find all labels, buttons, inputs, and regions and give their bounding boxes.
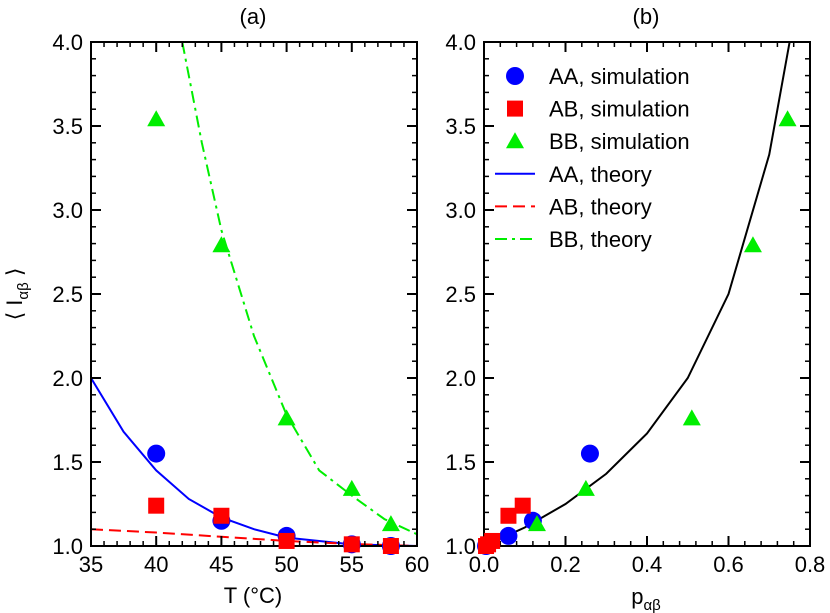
legend-symbol-bb-simulation (506, 132, 524, 149)
ylabel-subscript: αβ (15, 282, 32, 300)
data-point-bb-simulation (147, 110, 166, 127)
x-tick-label: 0.6 (713, 552, 744, 577)
y-tick-label: 4.0 (445, 30, 476, 55)
y-tick-label: 1.0 (52, 534, 83, 559)
panel-a-markers (147, 110, 400, 555)
data-point-ab-simulation (148, 497, 165, 514)
panel-a-ylabel: ⟨ Iαβ ⟩ (2, 268, 32, 321)
panel-b-axes: 0.0 0.2 0.4 0.6 0.8 1.0 1.5 2.0 2.5 3.0 3.5 4.0 (445, 30, 825, 577)
data-point-aa-simulation (147, 444, 166, 463)
series-line-ab-theory (91, 528, 417, 546)
y-tick-label: 3.0 (445, 198, 476, 223)
panel-b-xlabel: pαβ (631, 584, 661, 613)
data-point-bb-simulation (277, 409, 296, 426)
data-point-ab-simulation (278, 532, 295, 549)
data-point-ab-simulation (514, 497, 531, 514)
data-point-bb-simulation (778, 110, 797, 127)
x-tick-label: 45 (209, 552, 233, 577)
data-point-aa-simulation (580, 444, 599, 463)
y-tick-label: 1.5 (445, 450, 476, 475)
panel-a-xlabel: T (°C) (224, 583, 283, 608)
legend-label: BB, theory (549, 227, 652, 252)
data-point-bb-simulation (527, 515, 546, 532)
legend-label: AB, simulation (549, 97, 690, 122)
panel-a-title: (a) (240, 4, 267, 29)
y-tick-label: 4.0 (52, 30, 83, 55)
panel-b: (b) 0.0 0.2 0.4 0.6 0.8 1.0 1.5 2.0 2.5 3.0 3.5 4.0… (445, 4, 825, 613)
series-line-bb-theory (181, 42, 417, 536)
legend-label: AB, theory (549, 194, 652, 219)
data-point-ab-simulation (343, 536, 360, 553)
legend-symbol-ab-simulation (507, 100, 523, 117)
data-point-bb-simulation (682, 409, 701, 426)
y-tick-label: 2.0 (445, 366, 476, 391)
ylabel-prefix: ⟨ I (2, 300, 27, 321)
data-point-bb-simulation (212, 236, 231, 253)
x-tick-label: 50 (274, 552, 298, 577)
legend-label: BB, simulation (549, 129, 690, 154)
ylabel-suffix: ⟩ (2, 268, 27, 283)
x-tick-label: 55 (340, 552, 364, 577)
y-tick-label: 2.5 (445, 282, 476, 307)
y-tick-label: 2.0 (52, 366, 83, 391)
series-line-aa-theory (91, 377, 417, 546)
y-tick-label: 1.0 (445, 534, 476, 559)
x-tick-label: 0.4 (632, 552, 663, 577)
x-tick-label: 0.8 (795, 552, 826, 577)
data-point-ab-simulation (500, 507, 517, 524)
panel-a-frame (90, 41, 418, 547)
x-tick-label: 0.2 (550, 552, 581, 577)
data-point-ab-simulation (478, 538, 495, 554)
data-point-ab-simulation (213, 507, 230, 524)
xlabel-prefix: p (631, 584, 643, 609)
data-point-aa-simulation (499, 526, 518, 545)
panel-a-axes: 35 40 45 50 55 60 1.0 1.5 2.0 2.5 3.0 3.5 4.0 (52, 30, 429, 577)
data-point-bb-simulation (743, 236, 762, 253)
legend-symbol-aa-simulation (506, 67, 524, 85)
y-tick-label: 1.5 (52, 450, 83, 475)
y-tick-label: 3.5 (52, 114, 83, 139)
y-tick-label: 3.5 (445, 114, 476, 139)
xlabel-subscript: αβ (643, 597, 661, 613)
data-point-bb-simulation (576, 479, 595, 496)
legend-label: AA, theory (549, 162, 652, 187)
panel-a: (a) 35 40 45 50 55 60 1.0 1.5 2.0 2.5 3.0 3.5 4.0 T … (2, 4, 429, 608)
panel-b-markers (477, 110, 797, 555)
legend-label: AA, simulation (549, 64, 690, 89)
legend: AA, simulation AB, simulation BB, simulati… (495, 64, 690, 252)
y-tick-label: 2.5 (52, 282, 83, 307)
panel-b-title: (b) (633, 4, 660, 29)
data-point-bb-simulation (381, 515, 400, 532)
y-tick-label: 3.0 (52, 198, 83, 223)
data-point-bb-simulation (342, 479, 361, 496)
panel-a-ylabel-text: ⟨ Iαβ ⟩ (2, 268, 32, 321)
x-tick-label: 35 (79, 552, 103, 577)
data-point-ab-simulation (382, 538, 399, 554)
panel-a-plot-area (91, 42, 417, 546)
x-tick-label: 60 (405, 552, 429, 577)
x-tick-label: 40 (144, 552, 168, 577)
x-tick-label: 0.0 (469, 552, 500, 577)
